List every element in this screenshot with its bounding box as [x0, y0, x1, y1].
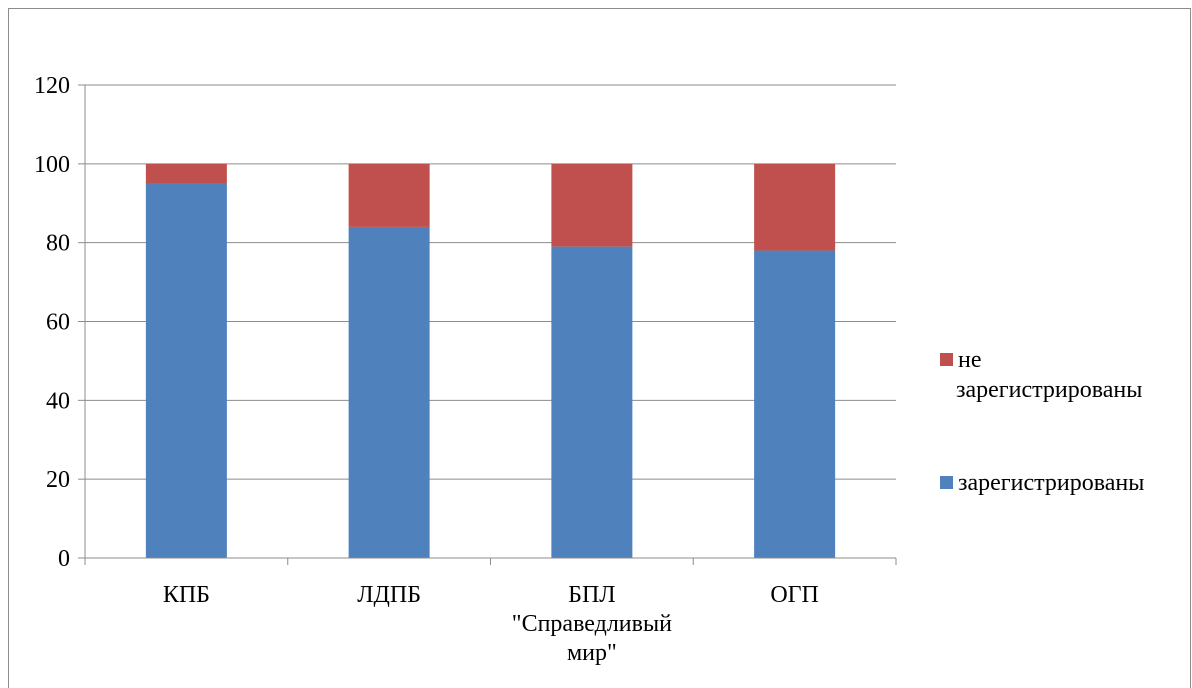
legend-swatch-registered [940, 476, 953, 489]
y-tick-label: 120 [34, 73, 70, 99]
bar-registered-3 [754, 250, 836, 559]
bar-registered-1 [348, 226, 430, 558]
y-tick-label: 0 [58, 546, 70, 572]
bar-registered-2 [551, 246, 633, 558]
y-tick-labels: 0 20 40 60 80 100 120 [34, 73, 70, 572]
legend: не зарегистрированы зарегистрированы [940, 347, 1144, 496]
x-tick-label-line: ЛДПБ [357, 582, 421, 608]
x-tick-label-line: КПБ [163, 582, 210, 608]
legend-label-line: не [958, 347, 982, 373]
bar-not-registered-0 [145, 163, 227, 184]
bar-not-registered-1 [348, 163, 430, 227]
y-tick-label: 60 [46, 310, 70, 336]
x-tick-label: ЛДПБ [357, 582, 421, 608]
legend-label-line: зарегистрированы [956, 377, 1142, 403]
bar-not-registered-2 [551, 163, 633, 247]
y-tick-label: 100 [34, 152, 70, 178]
x-tick-label: КПБ [163, 582, 210, 608]
chart-frame [8, 8, 1191, 688]
x-tick-label-line: ОГП [770, 582, 819, 608]
x-tick-label: БПЛ "Справедливый мир" [512, 582, 672, 666]
x-tick-label-line: БПЛ [568, 582, 615, 608]
y-tick-label: 40 [46, 388, 70, 414]
x-tick-label-line: "Справедливый [512, 611, 672, 637]
bars [145, 163, 836, 559]
y-tick-label: 20 [46, 467, 70, 493]
legend-swatch-not-registered [940, 353, 953, 366]
bar-registered-0 [145, 183, 227, 558]
x-tick-label-line: мир" [567, 640, 617, 666]
x-tick-label: ОГП [770, 582, 819, 608]
y-tick-label: 80 [46, 231, 70, 257]
legend-label-not-registered: не зарегистрированы [956, 347, 1142, 403]
x-tick-labels: КПБ ЛДПБ БПЛ "Справедливый мир" ОГП [163, 582, 819, 666]
bar-not-registered-3 [754, 163, 836, 251]
legend-label-registered: зарегистрированы [958, 470, 1144, 496]
axes [78, 84, 897, 565]
